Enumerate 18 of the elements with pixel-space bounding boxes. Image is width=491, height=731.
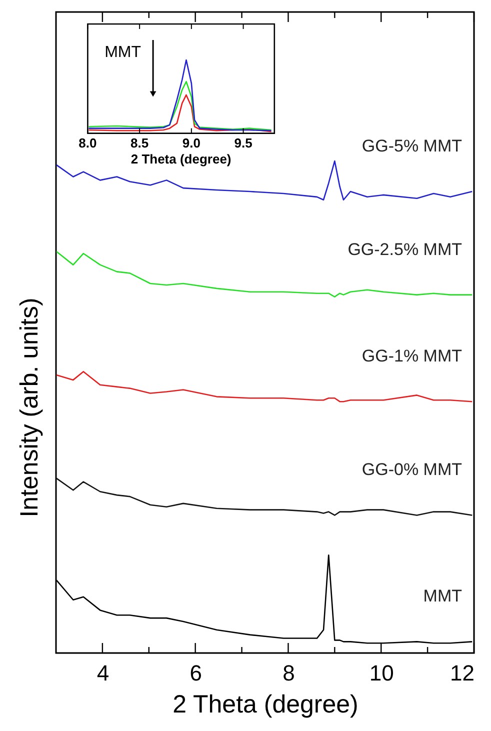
text: MMT (423, 586, 462, 606)
x-tick-label: 9.0 (182, 135, 200, 150)
x-tick-label: 4 (96, 660, 110, 686)
series-label: GG-5% MMT (362, 136, 462, 156)
x-tick-label: 6 (190, 660, 202, 686)
x-axis-title: 2 Theta (degree) (172, 690, 358, 718)
x-tick-label: 8.0 (78, 135, 97, 150)
y-axis-title: Intensity (arb. units) (16, 298, 44, 518)
x-tick-label: 9.5 (234, 135, 252, 150)
x-tick-label: 12 (450, 660, 474, 686)
annotation: MMT (104, 44, 142, 61)
x-tick-label: 10 (369, 660, 394, 686)
x-tick-label: 8.5 (130, 135, 149, 150)
x-axis-title: 2 Theta (degree) (130, 151, 232, 166)
text: GG-1% MMT (362, 346, 462, 366)
series-label: GG-0% MMT (362, 460, 462, 480)
x-tick-label: 8 (282, 660, 295, 686)
series-label: GG-2.5% MMT (348, 240, 462, 259)
